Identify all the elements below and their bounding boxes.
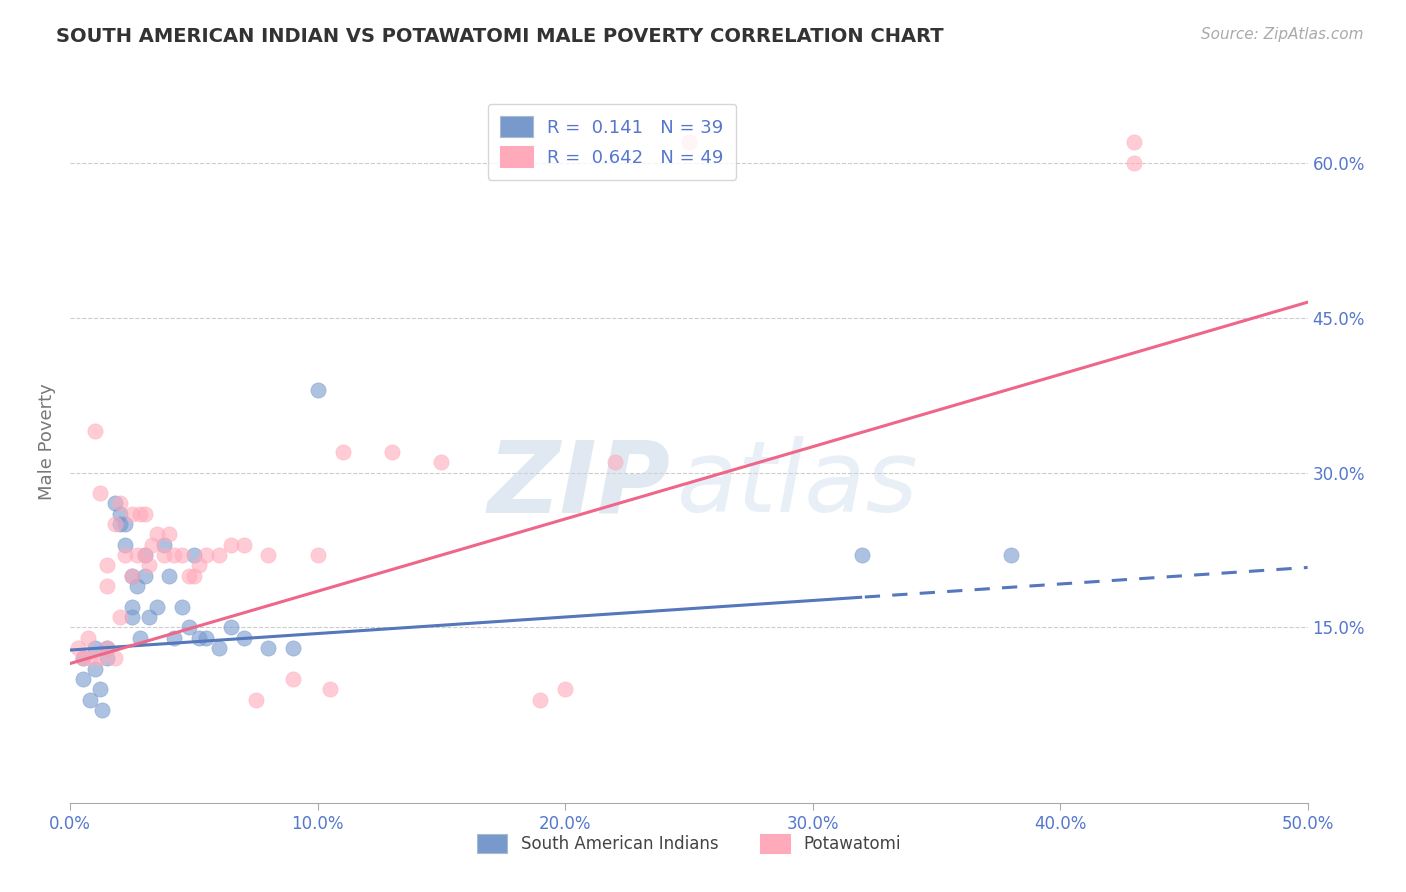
Point: [91, 703, 114, 717]
Point: [96, 579, 118, 593]
Point: [114, 538, 136, 552]
Point: [138, 610, 160, 624]
Point: [104, 651, 127, 665]
Point: [678, 135, 700, 149]
Point: [146, 599, 169, 614]
Point: [529, 692, 551, 706]
Point: [84, 662, 107, 676]
Text: ZIP: ZIP: [488, 436, 671, 533]
Text: atlas: atlas: [676, 436, 918, 533]
Point: [208, 548, 231, 562]
Point: [84, 424, 107, 438]
Point: [153, 538, 176, 552]
Point: [157, 527, 180, 541]
Point: [183, 548, 205, 562]
Point: [121, 568, 143, 582]
Point: [851, 548, 873, 562]
Point: [281, 640, 304, 655]
Point: [76, 631, 98, 645]
Point: [134, 507, 156, 521]
Text: Source: ZipAtlas.com: Source: ZipAtlas.com: [1201, 27, 1364, 42]
Point: [127, 579, 149, 593]
Point: [1123, 135, 1146, 149]
Point: [257, 640, 280, 655]
Point: [1123, 156, 1146, 170]
Point: [170, 548, 193, 562]
Point: [121, 507, 143, 521]
Point: [332, 445, 354, 459]
Point: [79, 692, 101, 706]
Point: [232, 631, 254, 645]
Point: [381, 445, 404, 459]
Point: [128, 631, 150, 645]
Point: [128, 507, 150, 521]
Point: [163, 548, 186, 562]
Point: [121, 599, 143, 614]
Point: [134, 548, 156, 562]
Point: [104, 517, 127, 532]
Point: [121, 610, 143, 624]
Point: [208, 640, 231, 655]
Point: [153, 548, 176, 562]
Point: [66, 640, 89, 655]
Point: [104, 496, 127, 510]
Point: [430, 455, 453, 469]
Point: [170, 599, 193, 614]
Point: [72, 651, 94, 665]
Point: [96, 640, 118, 655]
Point: [89, 682, 111, 697]
Legend: South American Indians, Potawatomi: South American Indians, Potawatomi: [471, 827, 907, 860]
Point: [195, 548, 218, 562]
Point: [141, 538, 163, 552]
Point: [134, 548, 156, 562]
Point: [84, 640, 107, 655]
Point: [96, 651, 118, 665]
Point: [108, 496, 131, 510]
Point: [89, 486, 111, 500]
Point: [138, 558, 160, 573]
Point: [195, 631, 218, 645]
Point: [72, 672, 94, 686]
Point: [177, 568, 200, 582]
Point: [79, 651, 101, 665]
Point: [108, 610, 131, 624]
Point: [72, 651, 94, 665]
Point: [257, 548, 280, 562]
Point: [219, 620, 242, 634]
Text: SOUTH AMERICAN INDIAN VS POTAWATOMI MALE POVERTY CORRELATION CHART: SOUTH AMERICAN INDIAN VS POTAWATOMI MALE…: [56, 27, 943, 45]
Point: [232, 538, 254, 552]
Point: [89, 651, 111, 665]
Point: [96, 558, 118, 573]
Point: [127, 548, 149, 562]
Point: [603, 455, 626, 469]
Point: [177, 620, 200, 634]
Point: [307, 383, 329, 397]
Point: [163, 631, 186, 645]
Point: [554, 682, 576, 697]
Point: [108, 507, 131, 521]
Point: [114, 548, 136, 562]
Point: [121, 568, 143, 582]
Point: [319, 682, 342, 697]
Point: [307, 548, 329, 562]
Y-axis label: Male Poverty: Male Poverty: [38, 384, 56, 500]
Point: [219, 538, 242, 552]
Point: [114, 517, 136, 532]
Point: [245, 692, 267, 706]
Point: [183, 568, 205, 582]
Point: [188, 558, 211, 573]
Point: [108, 517, 131, 532]
Point: [157, 568, 180, 582]
Point: [146, 527, 169, 541]
Point: [281, 672, 304, 686]
Point: [1000, 548, 1022, 562]
Point: [96, 640, 118, 655]
Point: [134, 568, 156, 582]
Point: [188, 631, 211, 645]
